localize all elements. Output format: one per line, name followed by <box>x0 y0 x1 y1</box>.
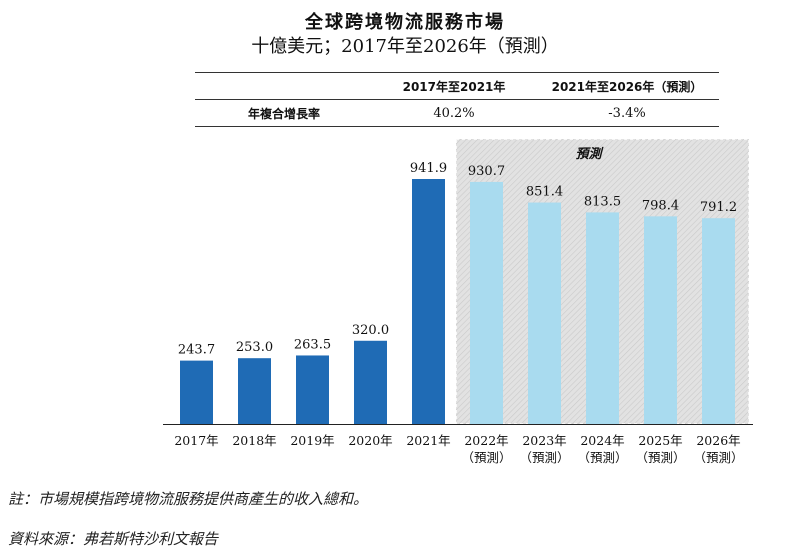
chart-title: 全球跨境物流服務市場 <box>305 12 505 33</box>
footnote-source: 資料來源：弗若斯特沙利文報告 <box>8 530 219 548</box>
tick-sublabel-2026年: （預測） <box>693 450 743 465</box>
bar-2020年 <box>354 340 387 424</box>
bar-2024年 <box>586 212 619 424</box>
cagr-header-row: 2017年至2021年 2021年至2026年（預測） <box>195 73 719 99</box>
tick-label-2026年: 2026年 <box>696 433 740 448</box>
tick-label-2024年: 2024年 <box>580 433 624 448</box>
tick-label-2023年: 2023年 <box>522 433 566 448</box>
bar-2026年 <box>702 218 735 424</box>
cagr-value-1: 40.2% <box>433 105 475 121</box>
bar-2025年 <box>644 216 677 424</box>
tick-sublabel-2022年: （預測） <box>461 450 511 465</box>
bar-2019年 <box>296 355 329 424</box>
value-label-2023年: 851.4 <box>526 185 563 200</box>
tick-label-2017年: 2017年 <box>174 433 218 448</box>
bar-2022年 <box>470 181 503 424</box>
tick-label-2019年: 2019年 <box>290 433 334 448</box>
tick-label-2022年: 2022年 <box>464 433 508 448</box>
value-label-2021年: 941.9 <box>410 161 447 176</box>
value-label-2025年: 798.4 <box>642 198 679 213</box>
bar-2017年 <box>180 360 213 424</box>
tick-label-2021年: 2021年 <box>406 433 450 448</box>
cagr-value-2: -3.4% <box>608 105 646 121</box>
value-label-2022年: 930.7 <box>468 164 505 179</box>
bar-2021年 <box>412 179 445 424</box>
forecast-label: 預測 <box>575 146 604 162</box>
bar-2018年 <box>238 358 271 424</box>
tick-label-2020年: 2020年 <box>348 433 392 448</box>
forecast-region-border <box>455 138 750 425</box>
bar-chart: 預測 243.7 2017年 253.0 2018年 263.5 2019年 320.0 202… <box>163 138 753 465</box>
value-label-2019年: 263.5 <box>294 337 331 352</box>
cagr-header-period-2: 2021年至2026年（預測） <box>551 79 703 94</box>
cagr-value-row: 年複合增長率 40.2% -3.4% <box>195 99 719 126</box>
cagr-table: 2017年至2021年 2021年至2026年（預測） 年複合增長率 40.2%… <box>195 72 719 127</box>
tick-sublabel-2025年: （預測） <box>635 450 685 465</box>
footnote-note: 註：市場規模指跨境物流服務提供商產生的收入總和。 <box>8 490 369 508</box>
bar-2023年 <box>528 202 561 424</box>
value-label-2026年: 791.2 <box>700 200 737 215</box>
value-label-2017年: 243.7 <box>178 343 215 358</box>
tick-label-2025年: 2025年 <box>638 433 682 448</box>
tick-sublabel-2024年: （預測） <box>577 450 627 465</box>
value-label-2024年: 813.5 <box>584 194 621 209</box>
value-label-2020年: 320.0 <box>352 323 389 338</box>
tick-label-2018年: 2018年 <box>232 433 276 448</box>
cagr-header-period-1: 2017年至2021年 <box>402 79 506 94</box>
cagr-row-label: 年複合增長率 <box>247 106 320 121</box>
tick-sublabel-2023年: （預測） <box>519 450 569 465</box>
chart-subtitle: 十億美元；2017年至2026年（預測） <box>251 36 559 57</box>
value-label-2018年: 253.0 <box>236 340 273 355</box>
